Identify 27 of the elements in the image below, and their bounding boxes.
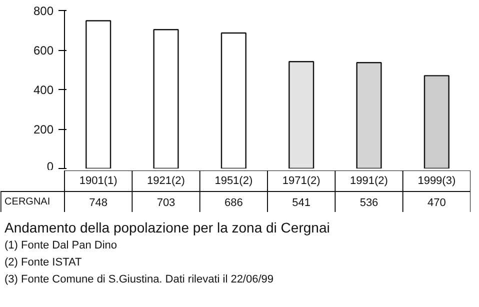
- data-label: 536: [360, 197, 378, 209]
- text: (1) Fonte Dal Pan Dino: [4, 240, 117, 252]
- x-tick-label: 1951(2): [214, 175, 253, 187]
- bar: [86, 20, 112, 168]
- x-tick-label: 1999(3): [418, 175, 456, 187]
- text: (3) Fonte Comune di S.Giustina. Dati rilevati il 22/06/99: [4, 274, 274, 286]
- y-tick-label: 400: [33, 83, 54, 97]
- x-tick-label: 1901(1): [79, 175, 118, 187]
- y-tick-label: 800: [33, 4, 54, 18]
- data-label: 686: [224, 197, 243, 209]
- x-tick-label: 1991(2): [350, 175, 388, 187]
- bar: [220, 32, 246, 168]
- data-label: 541: [292, 197, 311, 209]
- text: (2) Fonte ISTAT: [4, 256, 82, 268]
- data-label: 470: [427, 197, 446, 209]
- data-label: 748: [89, 197, 108, 209]
- data-label: 703: [156, 197, 176, 209]
- y-tick-label: 200: [33, 122, 54, 136]
- legend-label: CERGNAI: [4, 196, 50, 208]
- bar: [356, 62, 382, 168]
- x-tick-label: 1921(2): [147, 175, 185, 187]
- bar: [288, 61, 314, 168]
- text: Andamento della popolazione per la zona di Cergnai: [4, 220, 330, 236]
- bar: [153, 29, 179, 168]
- y-tick-label: 600: [33, 44, 54, 58]
- x-tick-label: 1971(2): [282, 175, 320, 187]
- bar: [424, 75, 450, 168]
